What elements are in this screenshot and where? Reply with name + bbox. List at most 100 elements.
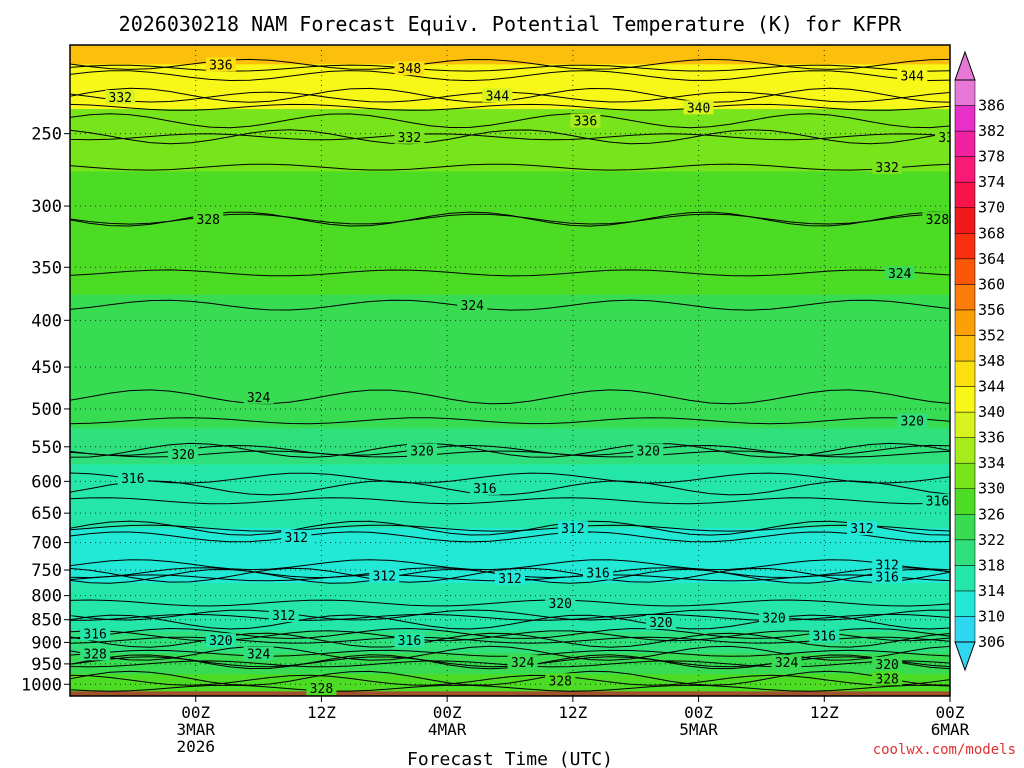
contour-line bbox=[70, 133, 950, 141]
contour-line bbox=[70, 630, 950, 642]
plot-area: 348 344 344 340 336 336 336 332 332 332 328 328 324 3… bbox=[70, 45, 961, 697]
x-tick-date: 4MAR bbox=[428, 720, 467, 739]
contour-label-bg bbox=[117, 471, 148, 486]
contour-label-bg bbox=[394, 129, 425, 144]
colorbar-label: 386 bbox=[978, 97, 1005, 115]
contour-label: 312 bbox=[850, 522, 873, 537]
contour-label-bg bbox=[394, 61, 425, 76]
contour-label-bg bbox=[495, 570, 525, 585]
contour-line bbox=[70, 567, 950, 583]
contour-label-bg bbox=[771, 654, 802, 669]
colorbar-min-arrow bbox=[954, 641, 976, 672]
contour-label: 320 bbox=[901, 415, 924, 430]
colorbar-swatch bbox=[954, 156, 976, 183]
contour-label-bg bbox=[482, 88, 513, 103]
contour-label-bg bbox=[281, 529, 312, 544]
contour-label: 332 bbox=[109, 91, 132, 106]
contour-label-bg bbox=[847, 521, 877, 536]
contour-label-bg bbox=[205, 57, 236, 72]
contour-label: 328 bbox=[197, 213, 220, 228]
contour-line bbox=[70, 497, 950, 505]
contour-line bbox=[70, 636, 950, 644]
colorbar-label: 330 bbox=[978, 480, 1005, 498]
colorbar-max-arrow bbox=[954, 50, 976, 81]
contour-label: 320 bbox=[637, 444, 660, 459]
colorbar-swatch bbox=[954, 181, 976, 208]
x-tick-label: 12Z bbox=[558, 703, 587, 722]
contour-label: 320 bbox=[209, 634, 232, 649]
contour-line bbox=[70, 442, 950, 458]
contour-label: 340 bbox=[687, 101, 710, 116]
colorbar-label: 318 bbox=[978, 556, 1005, 574]
contour-label: 328 bbox=[310, 682, 333, 697]
contour-label-bg bbox=[394, 633, 425, 648]
contour-label: 312 bbox=[561, 522, 584, 537]
contour-label: 316 bbox=[83, 627, 106, 642]
contour-line bbox=[70, 614, 950, 630]
x-axis-label: Forecast Time (UTC) bbox=[407, 749, 613, 768]
contour-line bbox=[70, 299, 950, 311]
contour-label-bg bbox=[922, 212, 950, 227]
colorbar-swatch bbox=[954, 462, 976, 489]
contour-label: 324 bbox=[511, 656, 535, 671]
contour-label: 316 bbox=[875, 570, 898, 585]
contour-label: 336 bbox=[938, 131, 961, 146]
contour-label-bg bbox=[570, 113, 601, 128]
contour-label-bg bbox=[105, 90, 136, 105]
y-tick-label: 350 bbox=[31, 258, 62, 278]
contour-label: 336 bbox=[574, 115, 597, 130]
contour-label-bg bbox=[168, 446, 199, 461]
contour-label: 332 bbox=[875, 161, 898, 176]
y-tick-label: 250 bbox=[31, 125, 62, 145]
chart-title: 2026030218 NAM Forecast Equiv. Potential… bbox=[119, 12, 903, 36]
contour-label: 324 bbox=[888, 267, 912, 282]
colorbar-swatch bbox=[954, 233, 976, 260]
colorbar-label: 374 bbox=[978, 173, 1005, 191]
x-tick-date: 5MAR bbox=[679, 720, 718, 739]
field-band bbox=[70, 237, 950, 296]
contour-label: 316 bbox=[398, 634, 421, 649]
contour-label-bg bbox=[872, 569, 903, 584]
contour-label: 336 bbox=[209, 58, 232, 73]
contour-label: 320 bbox=[762, 611, 785, 626]
colorbar-label: 344 bbox=[978, 378, 1005, 396]
contour-label: 332 bbox=[398, 131, 421, 146]
contour-label-bg bbox=[759, 610, 789, 625]
contour-label-bg bbox=[922, 493, 950, 508]
colorbar-swatch bbox=[954, 386, 976, 413]
contour-label-bg bbox=[193, 212, 224, 227]
contour-line bbox=[70, 684, 950, 692]
y-tick-label: 800 bbox=[31, 587, 62, 607]
contour-label: 344 bbox=[901, 70, 925, 85]
terrain-strip bbox=[70, 691, 950, 696]
colorbar-swatch bbox=[954, 437, 976, 464]
contour-label: 316 bbox=[586, 567, 609, 582]
contour-line bbox=[70, 444, 950, 456]
colorbar-label: 364 bbox=[978, 250, 1005, 268]
colorbar-label: 348 bbox=[978, 352, 1005, 370]
contour-line bbox=[70, 389, 950, 405]
colorbar-label: 314 bbox=[978, 582, 1005, 600]
contour-label-bg bbox=[407, 443, 437, 458]
contour-line bbox=[70, 599, 950, 607]
contour-label: 328 bbox=[549, 674, 572, 689]
contour-label: 320 bbox=[875, 658, 898, 673]
contour-label: 324 bbox=[247, 647, 271, 662]
y-tick-label: 400 bbox=[31, 311, 62, 331]
contour-label: 320 bbox=[410, 444, 433, 459]
contour-label: 316 bbox=[926, 495, 949, 510]
contour-label: 312 bbox=[498, 572, 521, 587]
y-tick-label: 700 bbox=[31, 534, 62, 554]
contour-line bbox=[70, 472, 950, 484]
colorbar-label: 356 bbox=[978, 301, 1005, 319]
contour-line bbox=[70, 129, 950, 145]
contour-label-bg bbox=[243, 646, 274, 661]
contour-label-bg bbox=[369, 568, 400, 583]
contour-label-bg bbox=[872, 671, 903, 686]
contour-label-bg bbox=[633, 443, 664, 458]
x-tick-date: 6MAR bbox=[931, 720, 970, 739]
contour-label: 320 bbox=[171, 448, 194, 463]
contour-label-bg bbox=[645, 615, 676, 630]
colorbar-label: 334 bbox=[978, 454, 1005, 472]
